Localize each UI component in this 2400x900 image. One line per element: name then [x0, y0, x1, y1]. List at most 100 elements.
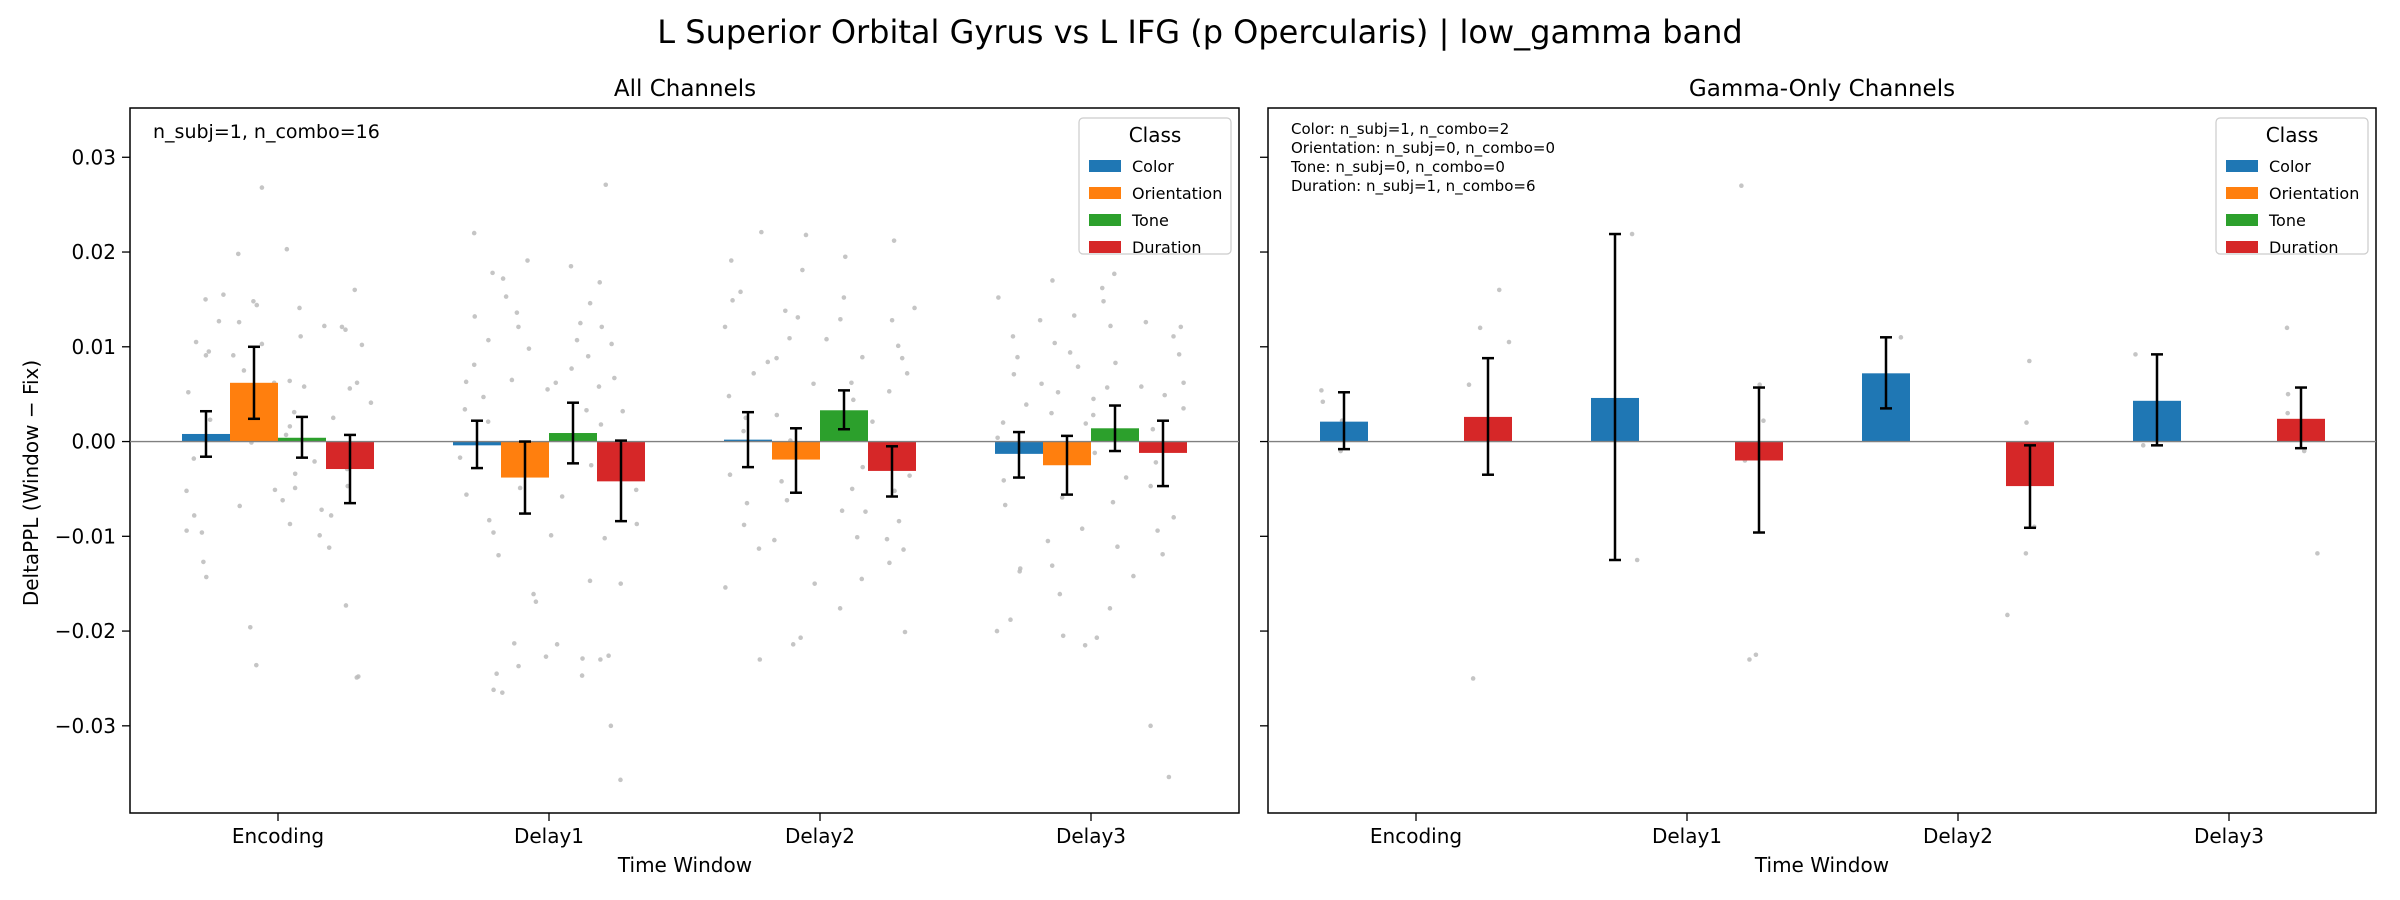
data-point [2024, 420, 2029, 425]
x-axis-label-all-channels: Time Window [617, 853, 752, 877]
data-point [759, 229, 764, 235]
data-point [751, 371, 757, 376]
data-point [569, 366, 574, 371]
data-point [1094, 635, 1100, 640]
data-point [995, 435, 1000, 441]
legend-title: Class [1129, 123, 1182, 147]
data-point [184, 488, 189, 494]
data-point [602, 535, 607, 541]
data-point [579, 673, 585, 678]
data-point [2301, 448, 2307, 454]
data-point [599, 324, 605, 330]
y-tick-label: 0.02 [71, 240, 116, 264]
data-point [203, 297, 208, 302]
data-point [1083, 421, 1089, 426]
data-point [901, 547, 906, 552]
y-tick-label: 0.01 [71, 335, 116, 359]
data-point [812, 581, 817, 586]
data-point [1015, 354, 1020, 360]
data-point [1082, 642, 1088, 648]
data-point [485, 419, 491, 424]
data-point [1477, 325, 1483, 331]
data-point [554, 642, 560, 647]
data-point [463, 379, 469, 385]
panel-all-channels: All Channels Time Window n_subj=1, n_com… [55, 76, 1240, 877]
data-point [1761, 418, 1766, 424]
data-point [784, 497, 790, 503]
data-point [517, 485, 523, 491]
data-point [1075, 364, 1081, 369]
data-point [471, 230, 477, 236]
data-point [618, 581, 624, 586]
data-point [738, 289, 743, 295]
annotation-gamma-only-line-1: Color: n_subj=1, n_combo=2 [1291, 120, 1509, 139]
data-point [1049, 410, 1054, 416]
data-point [486, 517, 492, 523]
data-point [2005, 612, 2010, 618]
data-point [237, 503, 243, 509]
data-point [259, 185, 265, 190]
data-point [503, 294, 509, 299]
data-point [2027, 358, 2032, 364]
data-point [533, 599, 539, 604]
data-point [1017, 569, 1022, 574]
annotation-gamma-only-line-2: Orientation: n_subj=0, n_combo=0 [1291, 139, 1555, 158]
x-tick-label: Delay2 [785, 824, 855, 848]
data-point [887, 560, 892, 566]
data-point [1160, 552, 1165, 557]
data-point [568, 263, 574, 269]
data-point [216, 318, 222, 324]
data-point [301, 384, 307, 389]
data-point [231, 353, 236, 358]
data-point [633, 487, 639, 493]
data-point [472, 314, 478, 319]
data-point [1024, 402, 1029, 407]
data-point [994, 628, 1000, 634]
data-point [1747, 657, 1752, 662]
plot-area-all-channels: −0.03 −0.02 −0.01 0.00 0.01 0.02 0.03 Encoding D… [55, 107, 1240, 848]
y-tick-label: −0.01 [55, 524, 116, 548]
data-point [1039, 381, 1044, 387]
data-point [221, 292, 226, 297]
x-tick-label: Encoding [1370, 824, 1462, 848]
data-point [774, 355, 779, 361]
data-point [457, 455, 463, 460]
data-point [1092, 450, 1098, 456]
x-tick-label: Encoding [232, 824, 324, 848]
legend-swatch-tone [2226, 214, 2258, 226]
data-point [889, 317, 895, 323]
x-tick-label: Delay3 [2194, 824, 2264, 848]
data-point [904, 371, 910, 376]
data-point [741, 522, 747, 528]
data-point [580, 656, 585, 661]
x-tick-label: Delay3 [1056, 824, 1126, 848]
data-point [471, 362, 477, 368]
data-point [837, 606, 843, 611]
data-point [1131, 573, 1136, 579]
data-point [727, 472, 733, 478]
data-point [803, 232, 809, 238]
data-point [247, 624, 253, 630]
data-point [1171, 515, 1176, 520]
data-point [206, 349, 212, 354]
data-point [1166, 774, 1172, 780]
data-point [511, 641, 517, 646]
panel-gamma-only: Gamma-Only Channels Time Window Color: n… [1260, 76, 2377, 877]
data-point [1011, 371, 1017, 377]
y-axis-label: DeltaPPL (Window − Fix) [19, 360, 43, 606]
data-point [1634, 557, 1640, 563]
legend-label-color: Color [2269, 157, 2311, 176]
data-point [1049, 563, 1055, 568]
data-point [1057, 591, 1063, 597]
data-point [824, 336, 829, 342]
data-point [343, 603, 349, 608]
data-point [500, 276, 506, 281]
data-point [531, 591, 536, 597]
data-point [1139, 384, 1144, 389]
data-point [1148, 723, 1153, 729]
data-point [280, 497, 285, 503]
data-point [2023, 551, 2029, 556]
data-point [1110, 499, 1116, 505]
data-point [587, 300, 593, 306]
data-point [620, 408, 626, 414]
